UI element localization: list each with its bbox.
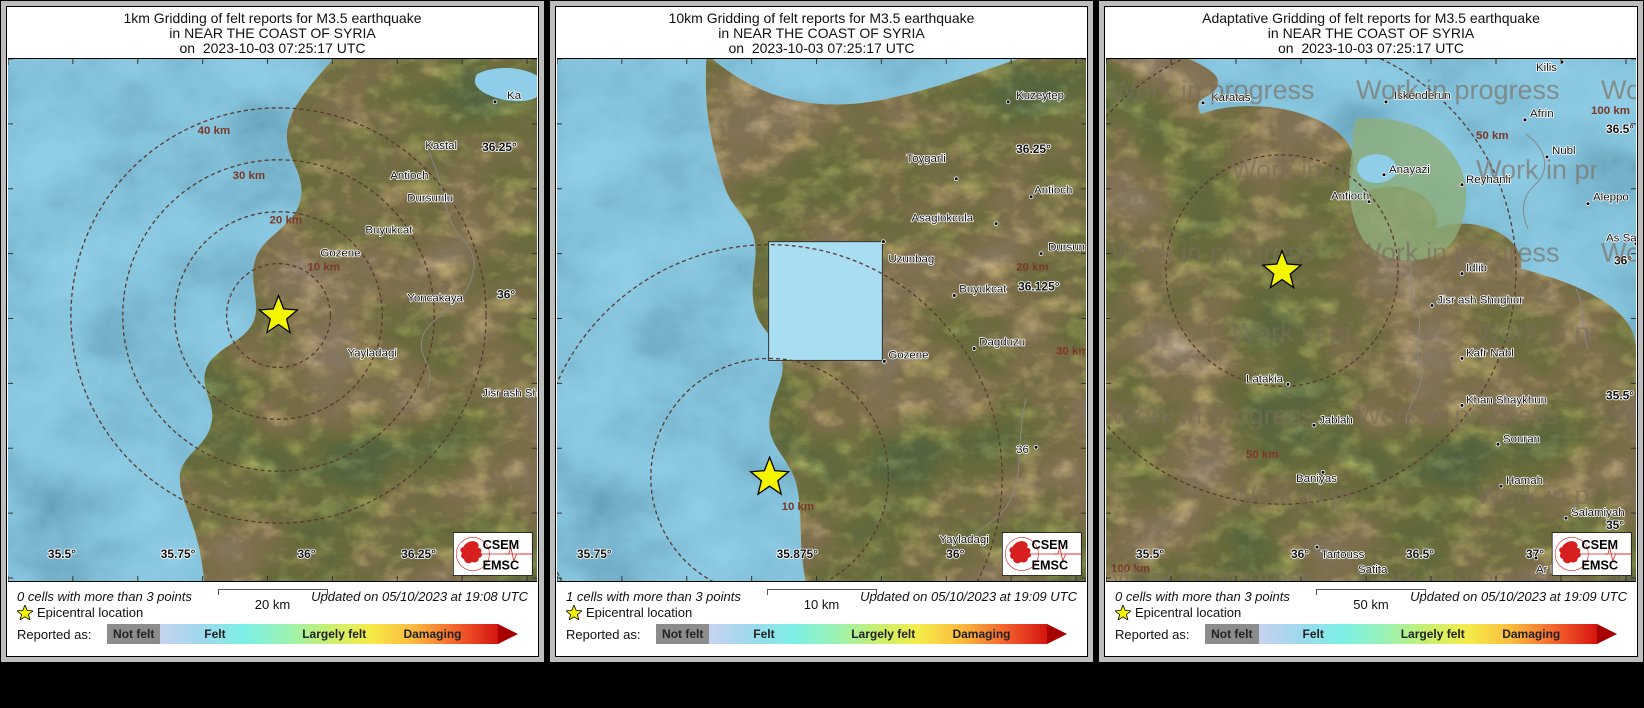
svg-text:Kuzeytep: Kuzeytep <box>1016 90 1064 102</box>
svg-text:Dursunlu: Dursunlu <box>407 193 453 205</box>
svg-text:Antioch: Antioch <box>390 170 428 182</box>
svg-text:Toygarli: Toygarli <box>906 153 946 165</box>
svg-text:40 km: 40 km <box>198 125 231 137</box>
svg-text:Asagiokcula: Asagiokcula <box>911 213 973 225</box>
svg-text:20 km: 20 km <box>1016 262 1049 274</box>
svg-text:EMSC: EMSC <box>1581 559 1618 573</box>
svg-text:Buyukcat: Buyukcat <box>959 284 1007 296</box>
svg-text:35.875°: 35.875° <box>777 547 819 561</box>
svg-text:Yayladagi: Yayladagi <box>939 534 989 546</box>
svg-text:36.25°: 36.25° <box>401 547 436 561</box>
svg-text:EMSC: EMSC <box>483 559 520 573</box>
svg-text:CSEM: CSEM <box>1581 538 1618 552</box>
svg-text:36: 36 <box>1016 444 1029 456</box>
svg-text:35.75°: 35.75° <box>577 547 612 561</box>
svg-text:Jisr ash Shu: Jisr ash Shu <box>482 387 537 399</box>
svg-text:35.5°: 35.5° <box>48 547 76 561</box>
svg-text:36°: 36° <box>946 547 964 561</box>
svg-text:EMSC: EMSC <box>1032 559 1069 573</box>
svg-text:Kastal: Kastal <box>425 140 457 152</box>
svg-text:36°: 36° <box>497 288 515 302</box>
svg-text:Gozene: Gozene <box>888 349 928 361</box>
svg-text:36.25°: 36.25° <box>1016 142 1051 156</box>
svg-text:Uzunbag: Uzunbag <box>888 254 934 266</box>
svg-text:Buyukcat: Buyukcat <box>365 225 413 237</box>
svg-text:35.75°: 35.75° <box>161 547 196 561</box>
svg-text:Ka: Ka <box>507 90 522 102</box>
svg-text:36°: 36° <box>297 547 315 561</box>
svg-text:36.25°: 36.25° <box>482 140 517 154</box>
svg-text:Antioch: Antioch <box>1034 185 1072 197</box>
svg-text:Yoncakaya: Yoncakaya <box>407 293 463 305</box>
svg-text:Dagduzu: Dagduzu <box>979 336 1025 348</box>
svg-text:30 km: 30 km <box>1056 345 1086 357</box>
svg-text:Yayladagi: Yayladagi <box>347 347 397 359</box>
svg-text:Dursun: Dursun <box>1048 242 1085 254</box>
svg-text:CSEM: CSEM <box>483 538 520 552</box>
svg-text:CSEM: CSEM <box>1032 538 1069 552</box>
svg-text:10 km: 10 km <box>307 262 340 274</box>
svg-text:10 km: 10 km <box>782 501 815 513</box>
svg-text:20 km: 20 km <box>270 215 303 227</box>
svg-text:30 km: 30 km <box>233 170 266 182</box>
svg-text:36.125°: 36.125° <box>1018 280 1060 294</box>
svg-text:Gozene: Gozene <box>320 248 360 260</box>
